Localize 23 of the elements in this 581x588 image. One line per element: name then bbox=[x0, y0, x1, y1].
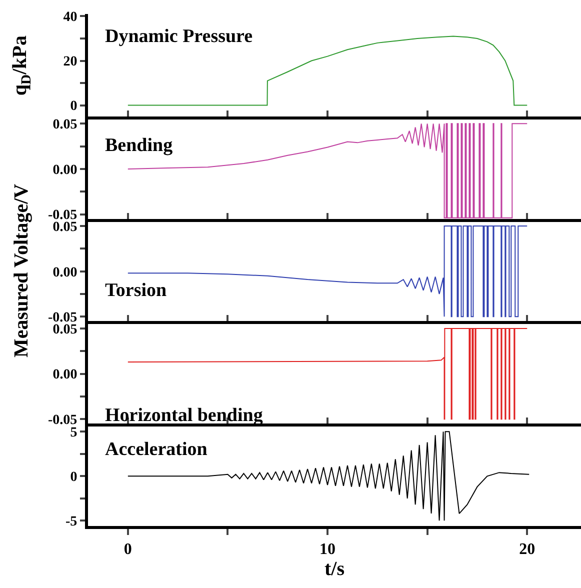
y-axis-title: Measured Voltage/V bbox=[10, 183, 32, 358]
y-tick-label: -0.05 bbox=[48, 412, 78, 428]
y-tick-label: 0.05 bbox=[52, 220, 78, 235]
y-tick-label: 0.00 bbox=[52, 162, 78, 178]
x-tick-label: 20 bbox=[519, 541, 536, 558]
text: Bending bbox=[105, 135, 174, 156]
y-tick-label: 40 bbox=[63, 10, 78, 26]
text: Horizontal bending bbox=[105, 405, 264, 426]
y-tick-label: 20 bbox=[63, 54, 78, 70]
y-tick-label: -5 bbox=[66, 514, 78, 530]
text: Dynamic Pressure bbox=[105, 26, 253, 47]
x-tick-label: 10 bbox=[320, 541, 336, 558]
y-tick-label: 0 bbox=[70, 99, 78, 114]
text: Acceleration bbox=[105, 439, 208, 460]
y-tick-label: 0 bbox=[70, 470, 78, 486]
y-tick-label: 5 bbox=[70, 426, 78, 441]
y-tick-label: 0.05 bbox=[52, 118, 78, 133]
x-axis-title: t/s bbox=[324, 558, 345, 580]
y-tick-label: 0.00 bbox=[52, 265, 78, 280]
text: Torsion bbox=[105, 280, 168, 301]
y-tick-label: 0.05 bbox=[52, 322, 78, 338]
y-tick-label: 0.00 bbox=[52, 368, 78, 383]
x-tick-label: 0 bbox=[124, 541, 132, 558]
